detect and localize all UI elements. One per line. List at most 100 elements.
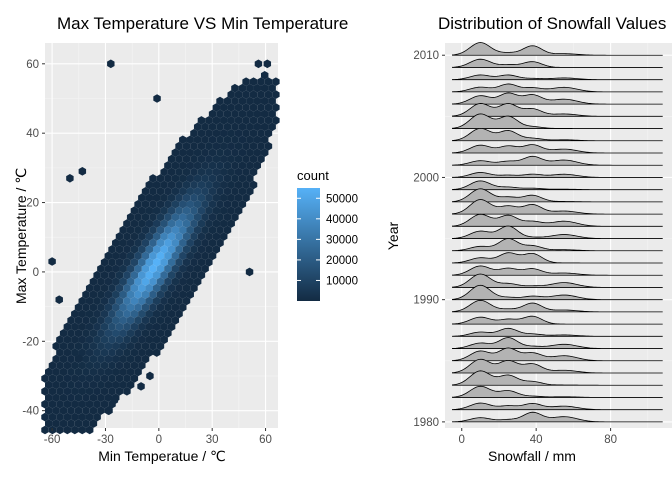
hexbin-cell — [108, 258, 116, 267]
ridgeline-year-curve — [452, 42, 663, 56]
hexbin-cell — [179, 174, 187, 183]
hexbin-cell — [216, 96, 224, 106]
hexbin-cell — [115, 296, 124, 306]
hexbin-cell — [179, 199, 187, 209]
hexbin-cell — [264, 103, 273, 112]
hexbin-cell — [205, 129, 213, 138]
legend-tick-label: 20000 — [326, 255, 358, 267]
ridgeline-year-curve — [452, 273, 663, 288]
hexbin-cell — [138, 296, 146, 306]
hexbin-cell — [89, 354, 98, 364]
hexbin-cell — [268, 122, 276, 132]
hexbin-cell — [208, 251, 217, 261]
hexbin-cell — [145, 283, 153, 293]
hexbin-cell — [138, 361, 146, 370]
hexbin-cell — [119, 251, 127, 261]
hexbin-cell — [149, 238, 157, 248]
ridgeline-year-curve — [452, 337, 663, 349]
hexbin-cell — [56, 361, 64, 370]
hexbin-cell — [138, 348, 146, 357]
hexbin-cell — [141, 264, 150, 274]
hexbin-cell — [193, 135, 202, 145]
hexbin-cell — [104, 328, 113, 338]
hexbin-cell — [138, 283, 146, 293]
hexbin-cell — [152, 283, 161, 293]
hexbin-cell — [97, 303, 105, 312]
ridgeline-year-curve — [452, 385, 663, 398]
hexbin-cell — [82, 290, 90, 299]
hexbin-cell — [223, 148, 232, 157]
hexbin-cell — [119, 264, 127, 274]
hexbin-cell — [123, 374, 131, 383]
hexbin-cell — [175, 154, 183, 164]
hexbin-cell — [59, 393, 68, 403]
hexbin-cell — [260, 148, 269, 157]
legend-tick-label: 10000 — [326, 275, 358, 287]
hexbin-cell — [205, 116, 213, 125]
hexbin-cell — [193, 238, 202, 248]
hexbin-cell — [56, 387, 64, 396]
hexbin-cell — [119, 316, 127, 325]
hexbin-cell — [186, 264, 194, 274]
ridgeline-year-curve — [452, 347, 663, 362]
hexbin-cell — [141, 290, 150, 299]
hexbin-cell — [52, 406, 60, 415]
hexbin-cell — [141, 354, 150, 364]
hexbin-x-tick-label: 60 — [259, 434, 272, 446]
hexbin-cell — [272, 90, 280, 99]
hexbin-cell — [82, 316, 90, 325]
hexbin-cell — [220, 193, 228, 203]
ridgeline-year-curve — [452, 213, 663, 227]
hexbin-cell — [97, 341, 105, 351]
hexbin-cell — [89, 277, 98, 286]
hexbin-cell — [126, 277, 135, 286]
hexbin-cell — [231, 83, 239, 93]
hexbin-cell — [123, 232, 131, 241]
hexbin-cell — [97, 393, 105, 403]
hexbin-cell — [52, 341, 60, 351]
hexbin-cell — [246, 135, 254, 145]
hexbin-cell — [156, 225, 165, 235]
hexbin-cell — [97, 406, 105, 415]
hexbin-cell — [115, 361, 124, 370]
hexbin-cell — [48, 399, 57, 409]
hexbin-cell — [156, 264, 165, 274]
ridgeline-x-tick-label: 0 — [459, 434, 465, 446]
hexbin-cell — [190, 219, 198, 228]
hexbin-cell — [182, 154, 191, 164]
hexbin-cell — [197, 258, 206, 267]
hexbin-cell — [260, 109, 269, 119]
hexbin-cell — [67, 341, 75, 351]
hexbin-cell — [179, 212, 187, 222]
hexbin-cell — [141, 199, 150, 209]
hexbin-cell — [93, 270, 101, 280]
hexbin-cell — [115, 258, 124, 267]
hexbin-cell — [193, 148, 202, 157]
hexbin-cell — [67, 380, 75, 390]
hexbin-cell — [249, 103, 258, 112]
ridgeline-year-curve — [452, 327, 663, 337]
hexbin-cell — [141, 212, 150, 222]
hexbin-cell — [182, 180, 191, 190]
hexbin-cell — [149, 341, 157, 351]
hexbin-cell — [138, 245, 146, 254]
hexbin-cell — [115, 232, 124, 241]
hexbin-cell — [223, 174, 232, 183]
hexbin-cell — [246, 148, 254, 157]
hexbin-cell — [249, 167, 258, 177]
hexbin-cell — [115, 309, 124, 319]
hexbin-cell — [260, 83, 269, 93]
hexbin-cell — [45, 419, 53, 428]
hexbin-cell — [249, 90, 258, 99]
hexbin-cell — [123, 361, 131, 370]
hexbin-cell — [130, 270, 139, 280]
hexbin-cell — [160, 206, 168, 215]
hexbin-cell — [82, 354, 90, 364]
hexbin-cell — [141, 225, 150, 235]
hexbin-cell — [175, 219, 183, 228]
hexbin-cell — [197, 206, 206, 215]
hexbin-cell — [138, 322, 146, 332]
hexbin-cell — [63, 412, 72, 422]
hexbin-cell — [231, 122, 239, 132]
hexbin-cell — [112, 303, 120, 312]
